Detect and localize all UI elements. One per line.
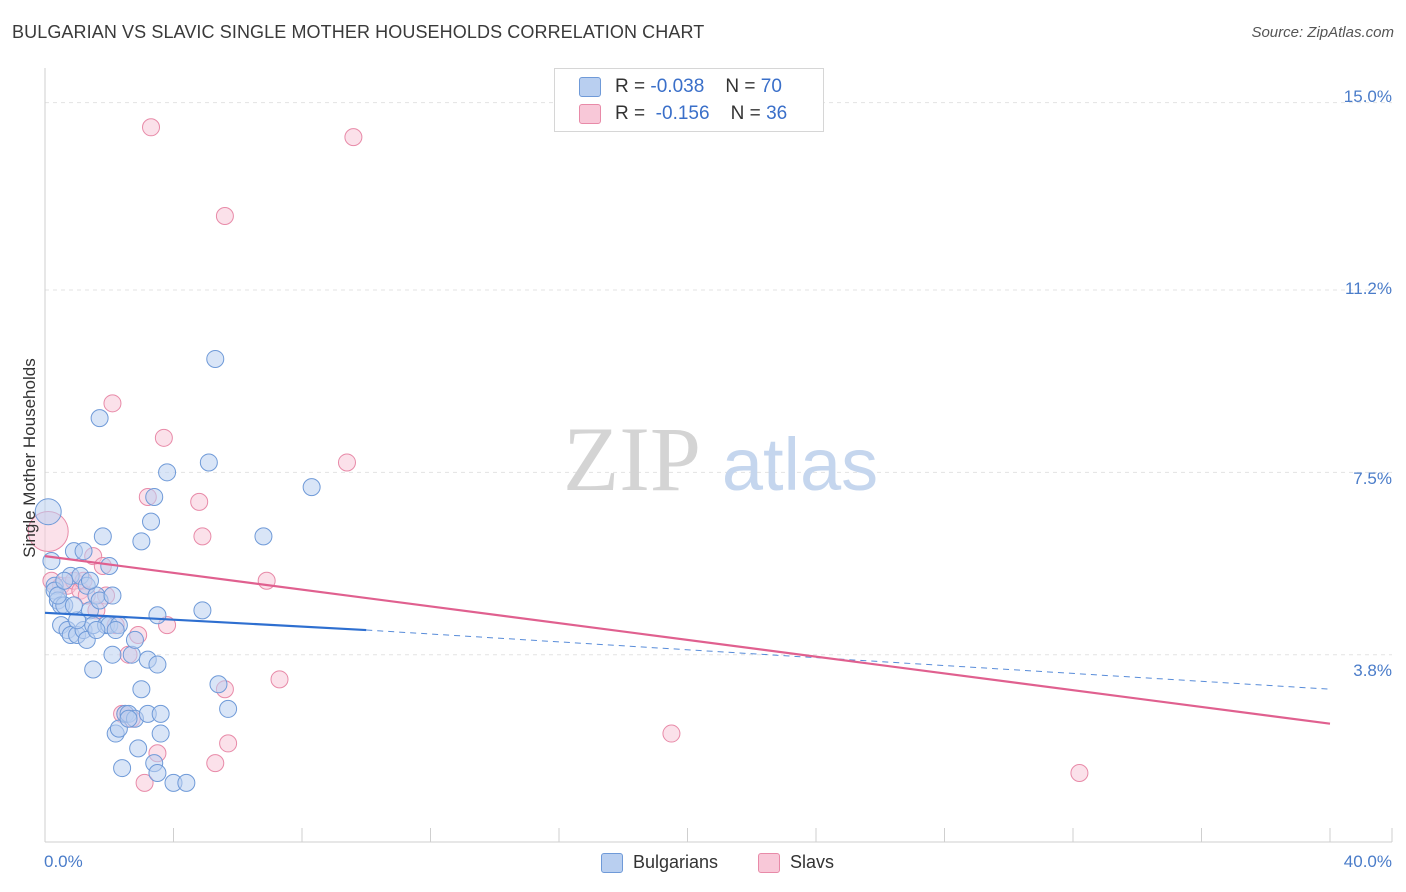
bottom-legend-slavs[interactable]: Slavs (758, 852, 834, 873)
bulgarians-point (122, 645, 141, 664)
x-tick-label-min: 0.0% (44, 852, 83, 871)
bulgarians-point (219, 699, 238, 718)
trend-lines (44, 555, 1331, 725)
bulgarians-trend-line (44, 611, 367, 632)
slavs-point (142, 118, 161, 137)
axes (44, 68, 1393, 843)
bulgarians-point (199, 453, 218, 472)
r-value: -0.038 (650, 76, 705, 97)
bulgarians-point (34, 498, 62, 526)
slavs-point (1070, 763, 1089, 782)
legend-row-slavs: R = -0.156 N = 36 (579, 102, 787, 126)
slavs-point (206, 754, 225, 773)
bulgarians-point (84, 660, 103, 679)
bulgarians-point (80, 571, 99, 590)
chart-title: BULGARIAN VS SLAVIC SINGLE MOTHER HOUSEH… (12, 22, 705, 42)
bulgarians-point (145, 487, 164, 506)
x-tick-label-max: 40.0% (1343, 852, 1392, 871)
bulgarians-legend-swatch (601, 852, 623, 873)
y-tick-label: 15.0% (1343, 87, 1392, 106)
slavs-points (27, 118, 1089, 792)
bulgarians-point (151, 704, 170, 723)
bulgarians-point (209, 675, 228, 694)
bulgarians-point (74, 542, 93, 561)
bulgarians-point (64, 596, 83, 615)
bulgarians-point (148, 655, 167, 674)
bulgarians-point (206, 349, 225, 368)
bulgarians-point (87, 621, 106, 640)
bulgarians-legend-label: Bulgarians (633, 852, 719, 872)
bulgarians-point (132, 680, 151, 699)
slavs-trend-line (44, 555, 1331, 725)
slavs-point (135, 773, 154, 792)
grid-lines (45, 102, 1392, 656)
n-value: 70 (760, 76, 782, 97)
bulgarians-point (90, 409, 109, 428)
bulgarians-point (148, 606, 167, 625)
slavs-point (219, 734, 238, 753)
bulgarians-swatch (579, 77, 601, 97)
r-value: -0.156 (655, 103, 710, 124)
bulgarians-point (151, 724, 170, 743)
watermark-zip: ZIP (563, 408, 701, 510)
slavs-point (337, 453, 356, 472)
bulgarians-point (113, 759, 132, 778)
bulgarians-points (34, 349, 321, 792)
slavs-legend-label: Slavs (790, 852, 835, 872)
legend-row-bulgarians: R = -0.038 N = 70 (579, 75, 782, 99)
bulgarians-point (106, 621, 125, 640)
bulgarians-point (148, 763, 167, 782)
slavs-point (193, 527, 212, 546)
slavs-point (344, 128, 363, 147)
bulgarians-point (132, 532, 151, 551)
bottom-legend-bulgarians[interactable]: Bulgarians (601, 852, 718, 873)
bulgarians-point (142, 512, 161, 531)
bulgarians-point (103, 586, 122, 605)
bulgarians-point (254, 527, 273, 546)
y-tick-label: 3.8% (1353, 661, 1392, 680)
y-tick-label: 11.2% (1345, 279, 1392, 298)
bulgarians-point (129, 739, 148, 758)
bulgarians-point (193, 601, 212, 620)
r-label: R = (615, 76, 646, 97)
n-label: N = (725, 76, 756, 97)
slavs-point (103, 394, 122, 413)
n-value: 36 (766, 103, 788, 124)
bulgarians-point (158, 463, 177, 482)
bulgarians-point (93, 527, 112, 546)
stats-legend: R = -0.038 N = 70 R = -0.156 N = 36 (554, 68, 824, 132)
y-axis-label: Single Mother Households (20, 358, 39, 558)
source-label: Source: ZipAtlas.com (1251, 24, 1394, 41)
slavs-point (662, 724, 681, 743)
bulgarians-point (119, 709, 138, 728)
y-tick-label: 7.5% (1353, 469, 1392, 488)
bulgarians-point (177, 773, 196, 792)
slavs-point (154, 428, 173, 447)
r-label: R = (615, 103, 646, 124)
bulgarians-point (302, 478, 321, 497)
slavs-point (190, 492, 209, 511)
slavs-point (270, 670, 289, 689)
slavs-swatch (579, 104, 601, 124)
bulgarians-point (125, 630, 144, 649)
n-label: N = (730, 103, 761, 124)
slavs-point (215, 207, 234, 226)
slavs-legend-swatch (758, 852, 780, 873)
watermark-atlas: atlas (722, 423, 878, 506)
bulgarians-point (55, 571, 74, 590)
bulgarians-trend-extension (366, 629, 1331, 690)
bulgarians-point (103, 645, 122, 664)
